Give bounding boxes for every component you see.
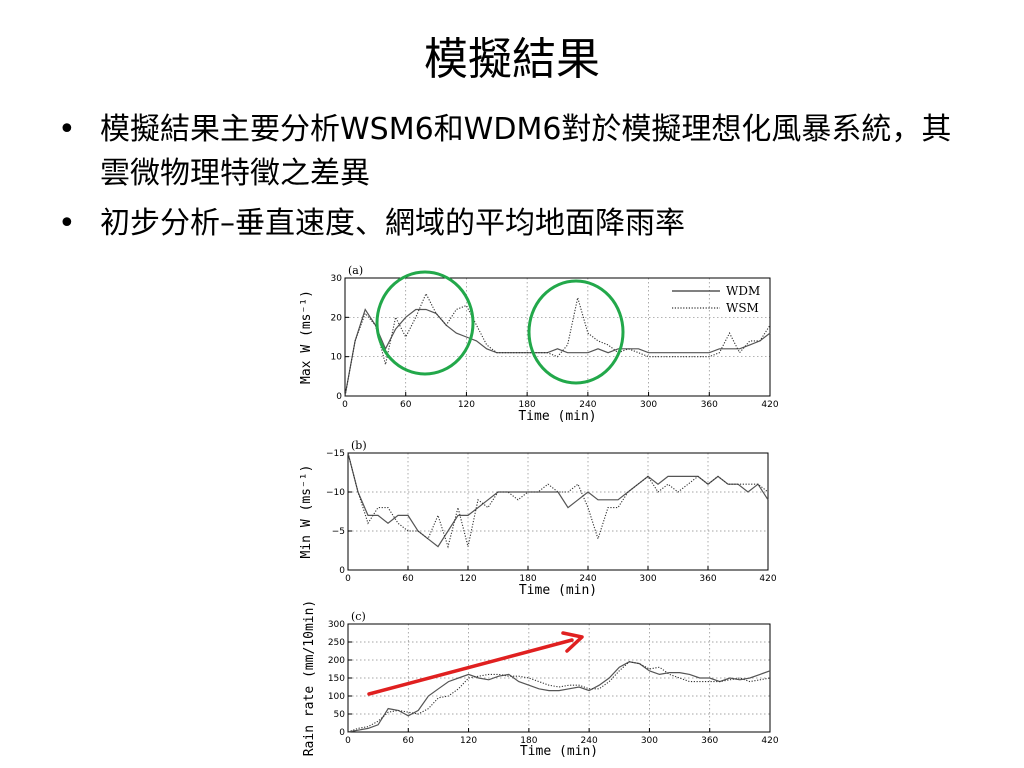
x-tick-label: 300	[640, 400, 657, 410]
x-tick-label: 360	[701, 736, 718, 746]
x-tick-label: 120	[458, 400, 475, 410]
x-tick-label: 180	[519, 574, 536, 584]
x-tick-label: 420	[761, 400, 778, 410]
slide-title: 模擬結果	[424, 34, 600, 85]
x-axis-label: Time (min)	[520, 744, 598, 759]
y-tick-label: 0	[336, 392, 342, 402]
y-tick-label: −15	[326, 449, 345, 459]
x-tick-label: 120	[459, 574, 476, 584]
plot-frame	[344, 277, 771, 397]
plot-frame	[347, 452, 769, 571]
x-tick-label: 240	[581, 736, 598, 746]
highlight-circle	[375, 270, 475, 376]
legend-label: WSM	[726, 301, 759, 315]
chart-panel-1: 0 60 120 180 240 300 360 420 0 10 20 30 (a) Time (min…	[299, 264, 779, 424]
chart-legend: WDM WSM	[672, 284, 760, 315]
bullet-text: 初步分析–垂直速度、網域的平均地面降雨率	[100, 206, 685, 241]
y-tick-label: 10	[331, 353, 343, 363]
x-tick-label: 0	[342, 400, 348, 410]
bullet-marker: •	[58, 112, 76, 147]
x-tick-label: 360	[699, 574, 716, 584]
panel-label: (a)	[348, 264, 363, 277]
y-tick-label: 30	[331, 274, 343, 284]
y-tick-label: −5	[332, 527, 345, 537]
bullet-marker: •	[58, 206, 76, 241]
y-axis-label: Rain rate (mm/10min)	[302, 600, 317, 757]
x-tick-label: 420	[759, 574, 776, 584]
x-tick-label: 240	[579, 400, 596, 410]
y-axis-label: Min W (ms⁻¹)	[299, 465, 314, 559]
x-tick-label: 60	[402, 574, 414, 584]
y-tick-label: 250	[328, 638, 345, 648]
y-axis-label: Max W (ms⁻¹)	[299, 290, 314, 384]
x-tick-label: 240	[579, 574, 596, 584]
x-tick-label: 180	[520, 736, 537, 746]
trend-arrow-head	[561, 631, 584, 653]
x-tick-label: 60	[403, 736, 415, 746]
series-line-wdm	[347, 452, 769, 548]
trend-arrow-shaft	[367, 638, 574, 696]
y-tick-label: 100	[328, 692, 345, 702]
y-tick-label: 20	[331, 313, 343, 323]
x-tick-label: 60	[400, 400, 412, 410]
x-tick-label: 0	[345, 574, 351, 584]
series-line-wsm	[347, 452, 769, 549]
x-axis-label: Time (min)	[519, 583, 597, 598]
panel-label: (c)	[351, 610, 366, 623]
series-line-wdm	[347, 661, 771, 733]
legend-label: WDM	[726, 284, 760, 298]
x-axis-label: Time (min)	[518, 409, 596, 424]
x-tick-label: 420	[761, 736, 778, 746]
x-tick-label: 300	[641, 736, 658, 746]
x-tick-label: 180	[519, 400, 536, 410]
y-tick-label: −10	[326, 488, 345, 498]
bullet-list: • 模擬結果主要分析WSM6和WDM6對於模擬理想化風暴系統，其雲微物理特徵之差…	[58, 108, 958, 252]
x-tick-label: 0	[345, 736, 351, 746]
x-tick-label: 300	[639, 574, 656, 584]
y-tick-label: 200	[328, 656, 345, 666]
y-tick-label: 0	[339, 728, 345, 738]
y-tick-label: 300	[328, 620, 345, 630]
series-line-wsm	[347, 661, 771, 733]
panel-label: (b)	[351, 439, 367, 452]
chart-panel-3: 0 60 120 180 240 300 360 420 0 50 100 150 200 250 300 (…	[302, 600, 779, 759]
x-tick-label: 360	[701, 400, 718, 410]
y-tick-label: 50	[334, 710, 346, 720]
x-tick-label: 120	[460, 736, 477, 746]
series-line-wsm	[344, 292, 771, 397]
series-line-wdm	[344, 308, 771, 397]
bullet-item: • 模擬結果主要分析WSM6和WDM6對於模擬理想化風暴系統，其雲微物理特徵之差…	[58, 108, 958, 196]
y-tick-label: 150	[328, 674, 345, 684]
y-tick-label: 0	[339, 566, 345, 576]
chart-panel-2: 0 60 120 180 240 300 360 420 0 −5 −10 −15 (b) Time (m…	[299, 439, 777, 598]
bullet-item: • 初步分析–垂直速度、網域的平均地面降雨率	[58, 202, 958, 246]
highlight-circle	[527, 279, 625, 385]
bullet-text: 模擬結果主要分析WSM6和WDM6對於模擬理想化風暴系統，其雲微物理特徵之差異	[100, 112, 952, 191]
